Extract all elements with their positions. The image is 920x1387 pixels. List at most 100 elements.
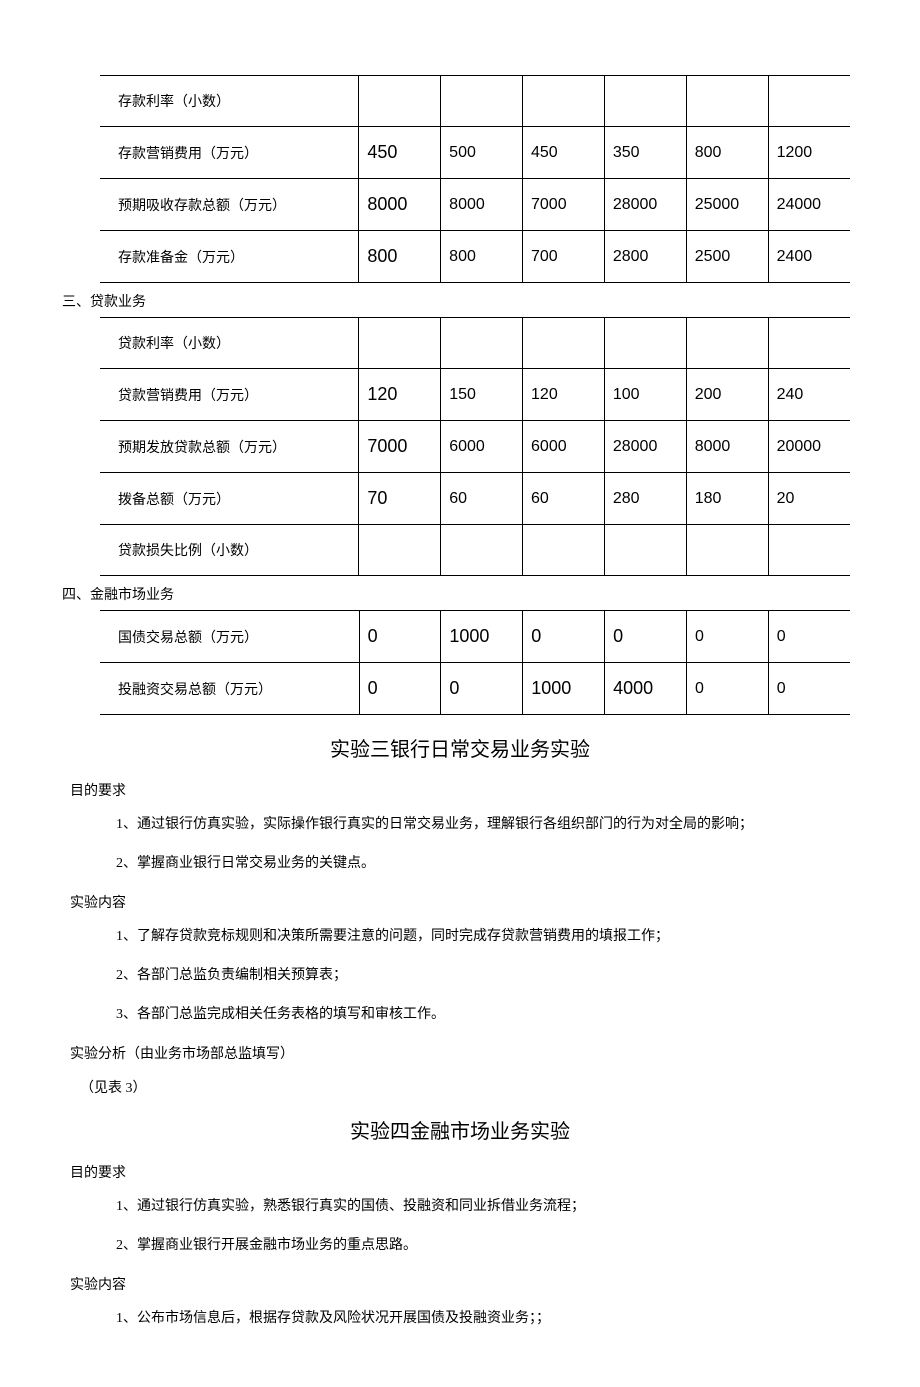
cell: 2400 (768, 231, 850, 283)
cell: 0 (768, 611, 850, 663)
cell (359, 76, 441, 127)
row-label: 预期吸收存款总额（万元） (100, 179, 359, 231)
cell: 6000 (523, 421, 605, 473)
row-label: 贷款利率（小数） (100, 318, 359, 369)
cell: 0 (523, 611, 605, 663)
row-label: 预期发放贷款总额（万元） (100, 421, 359, 473)
cell: 240 (768, 369, 850, 421)
loan-table: 贷款利率（小数） 贷款营销费用（万元） 120 150 120 100 200 … (100, 317, 850, 576)
cell: 500 (441, 127, 523, 179)
cell (604, 525, 686, 576)
cell (441, 525, 523, 576)
cell: 20 (768, 473, 850, 525)
exp4-content-heading: 实验内容 (70, 1274, 850, 1294)
cell: 1000 (523, 663, 605, 715)
cell: 100 (604, 369, 686, 421)
cell: 28000 (604, 179, 686, 231)
cell (359, 525, 441, 576)
cell (604, 76, 686, 127)
list-item: 1、通过银行仿真实验，熟悉银行真实的国债、投融资和同业拆借业务流程； (116, 1196, 850, 1217)
cell: 20000 (768, 421, 850, 473)
exp4-purpose-heading: 目的要求 (70, 1162, 850, 1182)
cell: 450 (523, 127, 605, 179)
exp3-content-heading: 实验内容 (70, 892, 850, 912)
cell: 700 (523, 231, 605, 283)
row-label: 贷款营销费用（万元） (100, 369, 359, 421)
table-row: 贷款营销费用（万元） 120 150 120 100 200 240 (100, 369, 850, 421)
cell: 28000 (604, 421, 686, 473)
cell (768, 318, 850, 369)
table-row: 存款营销费用（万元） 450 500 450 350 800 1200 (100, 127, 850, 179)
table-row: 国债交易总额（万元） 0 1000 0 0 0 0 (100, 611, 850, 663)
cell: 60 (523, 473, 605, 525)
list-item: 3、各部门总监完成相关任务表格的填写和审核工作。 (116, 1004, 850, 1025)
row-label: 贷款损失比例（小数） (100, 525, 359, 576)
cell: 2500 (686, 231, 768, 283)
cell: 25000 (686, 179, 768, 231)
cell: 800 (686, 127, 768, 179)
cell: 70 (359, 473, 441, 525)
table-row: 贷款损失比例（小数） (100, 525, 850, 576)
list-item: 1、通过银行仿真实验，实际操作银行真实的日常交易业务，理解银行各组织部门的行为对… (116, 814, 850, 835)
cell (686, 525, 768, 576)
cell: 0 (605, 611, 687, 663)
cell: 800 (359, 231, 441, 283)
cell: 450 (359, 127, 441, 179)
cell (604, 318, 686, 369)
deposit-table: 存款利率（小数） 存款营销费用（万元） 450 500 450 350 800 … (100, 75, 850, 283)
list-item: 2、掌握商业银行日常交易业务的关键点。 (116, 853, 850, 874)
cell: 6000 (441, 421, 523, 473)
cell: 350 (604, 127, 686, 179)
table-row: 投融资交易总额（万元） 0 0 1000 4000 0 0 (100, 663, 850, 715)
exp3-purpose-heading: 目的要求 (70, 780, 850, 800)
cell: 8000 (441, 179, 523, 231)
list-item: 2、掌握商业银行开展金融市场业务的重点思路。 (116, 1235, 850, 1256)
row-label: 投融资交易总额（万元） (100, 663, 359, 715)
cell (441, 318, 523, 369)
cell: 7000 (359, 421, 441, 473)
cell: 180 (686, 473, 768, 525)
table-row: 预期发放贷款总额（万元） 7000 6000 6000 28000 8000 2… (100, 421, 850, 473)
cell: 8000 (359, 179, 441, 231)
list-item: 2、各部门总监负责编制相关预算表； (116, 965, 850, 986)
list-item: 1、公布市场信息后，根据存贷款及风险状况开展国债及投融资业务；； (116, 1308, 850, 1329)
cell: 60 (441, 473, 523, 525)
table-row: 存款利率（小数） (100, 76, 850, 127)
cell: 150 (441, 369, 523, 421)
cell (768, 76, 850, 127)
row-label: 国债交易总额（万元） (100, 611, 359, 663)
cell: 0 (768, 663, 850, 715)
cell: 120 (523, 369, 605, 421)
table-row: 存款准备金（万元） 800 800 700 2800 2500 2400 (100, 231, 850, 283)
section-market-heading: 四、金融市场业务 (62, 584, 850, 604)
list-item: 1、了解存贷款竞标规则和决策所需要注意的问题，同时完成存贷款营销费用的填报工作； (116, 926, 850, 947)
market-table: 国债交易总额（万元） 0 1000 0 0 0 0 投融资交易总额（万元） 0 … (100, 610, 850, 715)
table-row: 拨备总额（万元） 70 60 60 280 180 20 (100, 473, 850, 525)
section-loan-heading: 三、贷款业务 (62, 291, 850, 311)
cell (686, 76, 768, 127)
cell: 280 (604, 473, 686, 525)
cell (686, 318, 768, 369)
cell: 0 (359, 663, 441, 715)
cell: 120 (359, 369, 441, 421)
exp3-note: （见表 3） (80, 1077, 850, 1097)
cell: 8000 (686, 421, 768, 473)
cell: 200 (686, 369, 768, 421)
cell: 1200 (768, 127, 850, 179)
row-label: 存款营销费用（万元） (100, 127, 359, 179)
table-row: 预期吸收存款总额（万元） 8000 8000 7000 28000 25000 … (100, 179, 850, 231)
cell (523, 318, 605, 369)
row-label: 存款利率（小数） (100, 76, 359, 127)
cell: 800 (441, 231, 523, 283)
cell (523, 525, 605, 576)
cell (359, 318, 441, 369)
cell: 0 (686, 611, 768, 663)
cell: 1000 (441, 611, 523, 663)
cell: 24000 (768, 179, 850, 231)
row-label: 拨备总额（万元） (100, 473, 359, 525)
experiment-4-title: 实验四金融市场业务实验 (70, 1115, 850, 1144)
cell: 7000 (523, 179, 605, 231)
cell: 0 (441, 663, 523, 715)
cell (768, 525, 850, 576)
cell: 0 (686, 663, 768, 715)
